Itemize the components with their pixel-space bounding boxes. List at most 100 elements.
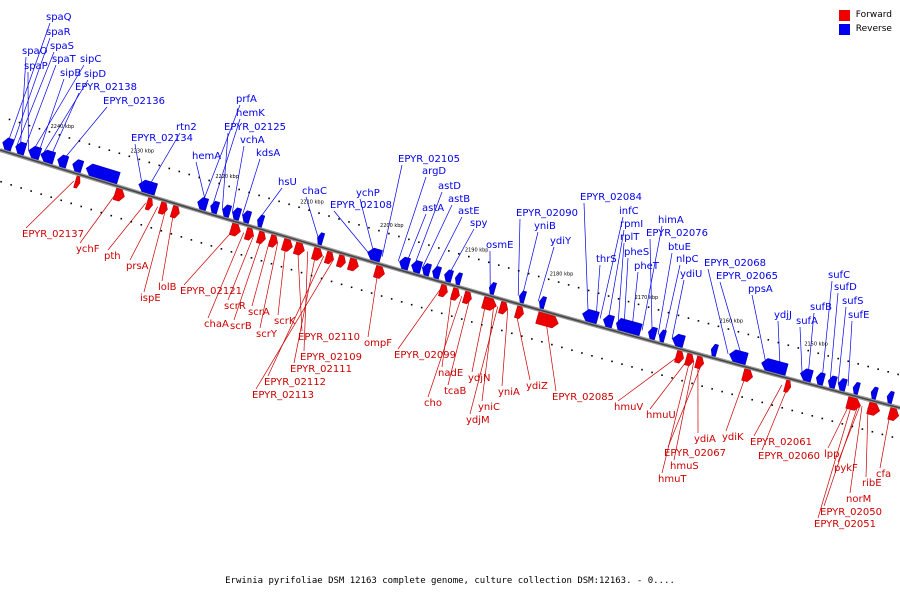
reverse-gene-arrow (210, 200, 221, 215)
forward-gene-arrow (449, 287, 460, 301)
forward-gene-label: ydjM (466, 415, 490, 426)
forward-gene-label: EPYR_02067 (664, 448, 726, 459)
minor-tick (308, 209, 310, 211)
minor-tick (811, 415, 814, 417)
minor-tick (318, 212, 320, 214)
minor-tick (268, 197, 270, 200)
reverse-gene-arrow (603, 314, 615, 329)
reverse-gene-arrow (671, 333, 686, 348)
leader-line (161, 211, 175, 282)
minor-tick (248, 191, 250, 194)
forward-gene-label: nadE (438, 368, 463, 379)
minor-tick (667, 311, 670, 314)
minor-tick (168, 167, 171, 170)
minor-tick (731, 393, 733, 396)
reverse-gene-arrow (710, 343, 719, 357)
minor-tick (188, 173, 191, 176)
leader-line (657, 252, 673, 335)
leader-line (661, 359, 691, 474)
scale-label: 2240 kbp (51, 124, 75, 130)
reverse-gene-arrow (815, 372, 826, 386)
reverse-gene-label: EPYR_02105 (398, 154, 460, 165)
leader-line (267, 256, 325, 377)
minor-tick (408, 238, 410, 241)
leader-line (599, 216, 624, 319)
minor-tick (621, 363, 623, 365)
forward-gene-label: hmuS (670, 461, 699, 472)
minor-tick (737, 330, 740, 333)
minor-tick (741, 396, 743, 398)
leader-line (471, 302, 487, 373)
minor-tick (250, 257, 253, 259)
reverse-gene-arrow (2, 137, 15, 152)
reverse-gene-label: rtn2 (176, 122, 197, 133)
minor-tick (368, 226, 370, 229)
forward-gene-label: yniC (478, 402, 500, 413)
forward-gene-label: chaA (204, 319, 229, 330)
minor-tick (531, 338, 533, 340)
leader-line (469, 306, 499, 415)
legend-reverse-label: Reverse (855, 24, 892, 34)
reverse-gene-label: prfA (236, 94, 257, 105)
reverse-gene-label: argD (422, 166, 446, 177)
leader-line (227, 235, 255, 301)
minor-tick (358, 224, 360, 226)
minor-tick (428, 244, 430, 246)
leader-line (799, 326, 803, 374)
forward-gene-label: tcaB (444, 386, 467, 397)
leader-line (807, 312, 815, 376)
minor-tick (320, 277, 323, 280)
leader-line (777, 320, 781, 368)
gene-arrows (2, 137, 900, 421)
minor-tick (607, 295, 610, 297)
minor-tick (218, 182, 220, 185)
reverse-gene-label: chaC (302, 186, 327, 197)
minor-tick (757, 336, 760, 338)
forward-gene-label: hmuT (658, 474, 687, 485)
minor-tick (160, 230, 163, 232)
reverse-gene-label: sipB (60, 68, 81, 79)
forward-gene-label: EPYR_02109 (300, 352, 362, 363)
forward-gene-label: EPYR_02051 (814, 519, 876, 530)
minor-tick (821, 417, 824, 420)
minor-tick (847, 360, 850, 363)
leader-line (481, 305, 495, 402)
minor-tick (70, 202, 73, 205)
forward-gene-label: ydiZ (526, 381, 548, 392)
leader-line (129, 206, 159, 261)
leader-line (397, 176, 427, 262)
minor-tick (561, 346, 563, 349)
leader-line (447, 228, 475, 276)
forward-gene-label: cho (424, 398, 442, 409)
minor-tick (781, 407, 784, 409)
forward-gene-label: pth (104, 251, 121, 262)
leader-line (847, 320, 853, 387)
figure-caption: Erwinia pyrifoliae DSM 12163 complete ge… (225, 576, 675, 586)
minor-tick (501, 329, 503, 332)
leader-line (134, 143, 143, 186)
reverse-gene-label: btuE (668, 242, 691, 253)
minor-tick (388, 232, 390, 235)
reverse-gene-label: sufD (834, 282, 857, 293)
minor-tick (827, 355, 830, 357)
minor-tick (270, 262, 273, 265)
reverse-gene-arrow (852, 381, 861, 396)
minor-tick (80, 205, 83, 208)
minor-tick (328, 215, 330, 217)
reverse-gene-label: ydjJ (774, 310, 792, 321)
minor-tick (30, 190, 32, 192)
minor-tick (458, 252, 460, 255)
leader-line (381, 164, 403, 257)
leader-line (38, 78, 65, 154)
leader-line (441, 293, 453, 368)
leader-line (50, 92, 80, 158)
reverse-gene-label: EPYR_02076 (646, 228, 708, 239)
leader-line (673, 361, 695, 461)
minor-tick (861, 428, 864, 430)
leader-line (20, 56, 27, 149)
minor-tick (837, 357, 840, 360)
reverse-gene-label: rpmI (620, 219, 643, 230)
forward-gene-label: scrA (248, 307, 270, 318)
minor-tick (651, 371, 653, 374)
forward-gene-label: EPYR_02111 (290, 364, 352, 375)
